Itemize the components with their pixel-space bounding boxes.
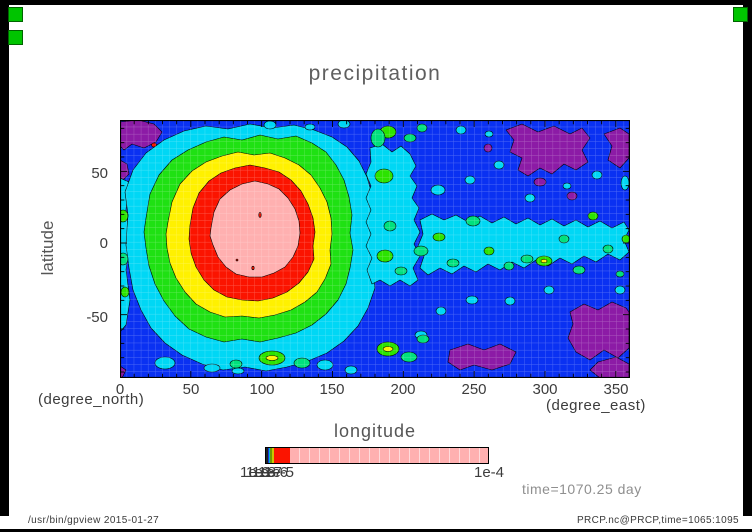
x-tick-label: 100 [249, 381, 275, 398]
colorbar-left-labels: 1e-9 1e-8 1e-7 1e-6 1e-5 [240, 464, 300, 481]
frame-advance-button-1[interactable] [8, 7, 23, 22]
colorbar-segment-dark [266, 448, 268, 463]
window-frame-left [0, 0, 9, 516]
precipitation-map [120, 120, 630, 378]
y-unit-label: (degree_north) [38, 391, 145, 408]
colorbar-label: 1e-6 [258, 464, 289, 481]
colorbar [265, 447, 489, 464]
time-annotation: time=1070.25 day [522, 481, 642, 497]
x-tick-label: 250 [461, 381, 487, 398]
frame-advance-button-3[interactable] [733, 7, 748, 22]
colorbar-max-label: 1e-4 [473, 464, 505, 481]
window-frame-bottom [0, 529, 752, 532]
colorbar-label: 1e-5 [264, 464, 295, 481]
axis-ticks [120, 120, 630, 378]
colorbar-segment-pink [290, 448, 488, 463]
colorbar-label: 1e-9 [240, 464, 271, 481]
graticule-grid [120, 120, 630, 378]
status-command-text: /usr/bin/gpview 2015-01-27 [28, 515, 160, 526]
x-tick-label: 0 [115, 381, 125, 398]
chart-title: precipitation [308, 62, 442, 85]
colorbar-label: 1e-8 [246, 464, 277, 481]
y-tick-label: 0 [99, 235, 108, 252]
y-tick-label: 50 [91, 165, 108, 182]
x-tick-label: 200 [390, 381, 416, 398]
y-tick-label: -50 [86, 309, 108, 326]
frame-advance-button-2[interactable] [8, 30, 23, 45]
plot-border [120, 120, 630, 378]
colorbar-label: 1e-7 [252, 464, 283, 481]
colorbar-segment-red [274, 448, 290, 463]
colorbar-segment-yellow [272, 448, 274, 463]
colorbar-segment-green [270, 448, 272, 463]
colorbar-segment-blue [268, 448, 269, 463]
x-unit-label: (degree_east) [546, 397, 646, 414]
x-tick-label: 150 [319, 381, 345, 398]
x-tick-label: 50 [182, 381, 200, 398]
x-tick-label: 350 [603, 381, 629, 398]
x-axis-label: longitude [333, 421, 417, 441]
status-file-text: PRCP.nc@PRCP,time=1065:1095 [576, 515, 739, 526]
x-tick-label: 300 [532, 381, 558, 398]
window-frame-top [0, 0, 752, 5]
window-frame-right [743, 0, 752, 516]
colorbar-segment-cyan [269, 448, 270, 463]
